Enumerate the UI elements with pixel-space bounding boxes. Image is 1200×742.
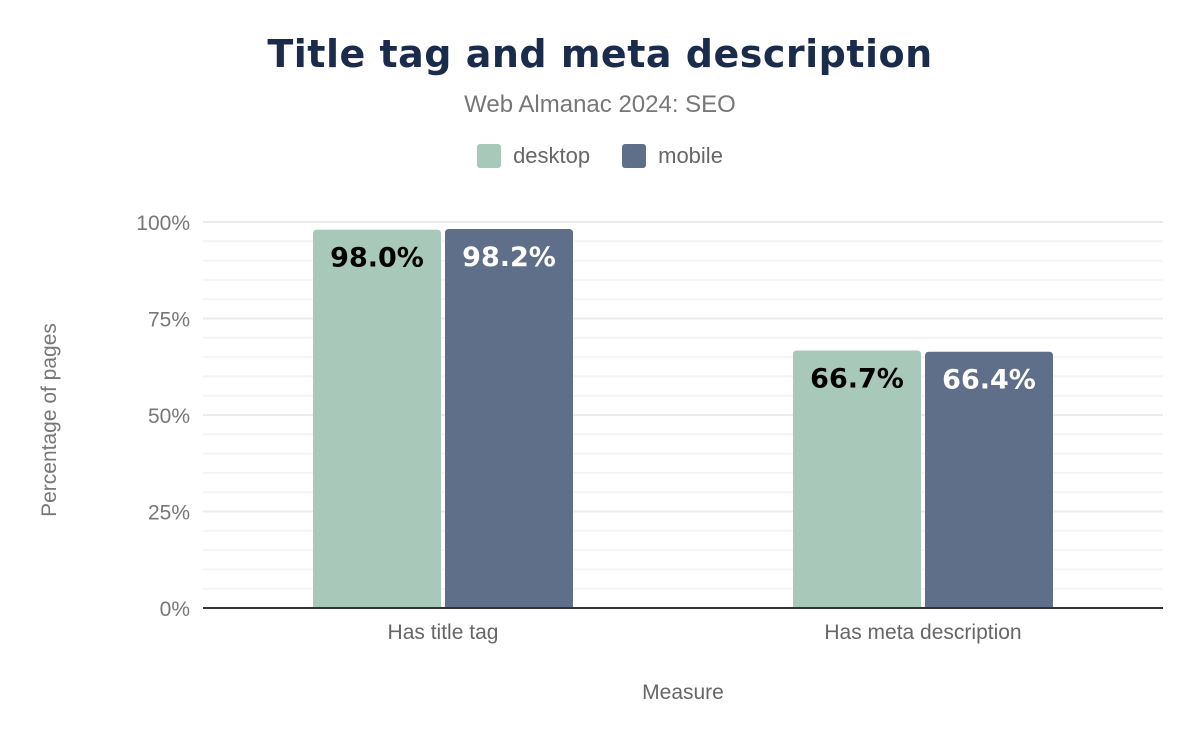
bar-desktop xyxy=(793,350,921,608)
y-axis-title: Percentage of pages xyxy=(38,323,61,517)
chart-subtitle: Web Almanac 2024: SEO xyxy=(464,91,736,118)
legend-swatch-mobile xyxy=(622,144,647,168)
x-tick-label: Has meta description xyxy=(824,621,1021,644)
legend: desktop mobile xyxy=(0,143,1200,169)
bar-desktop xyxy=(313,229,441,608)
y-tick-label: 50% xyxy=(148,405,190,428)
y-tick-label: 100% xyxy=(136,212,190,235)
data-label: 98.0% xyxy=(330,243,424,274)
y-tick-label: 0% xyxy=(160,598,190,621)
chart-title: Title tag and meta description xyxy=(267,32,933,76)
y-tick-label: 75% xyxy=(148,309,190,332)
legend-item-mobile[interactable]: mobile xyxy=(622,143,723,169)
y-tick-label: 25% xyxy=(148,502,190,525)
legend-label: mobile xyxy=(658,143,723,168)
legend-label: desktop xyxy=(513,143,591,168)
x-tick-label: Has title tag xyxy=(388,621,499,644)
legend-item-desktop[interactable]: desktop xyxy=(477,143,590,169)
bar-mobile xyxy=(445,228,573,608)
x-axis-title: Measure xyxy=(642,681,724,704)
data-label: 98.2% xyxy=(462,242,556,273)
data-label: 66.4% xyxy=(942,365,1036,396)
data-label: 66.7% xyxy=(810,364,904,395)
legend-swatch-desktop xyxy=(477,144,502,168)
bar-mobile xyxy=(925,351,1053,608)
